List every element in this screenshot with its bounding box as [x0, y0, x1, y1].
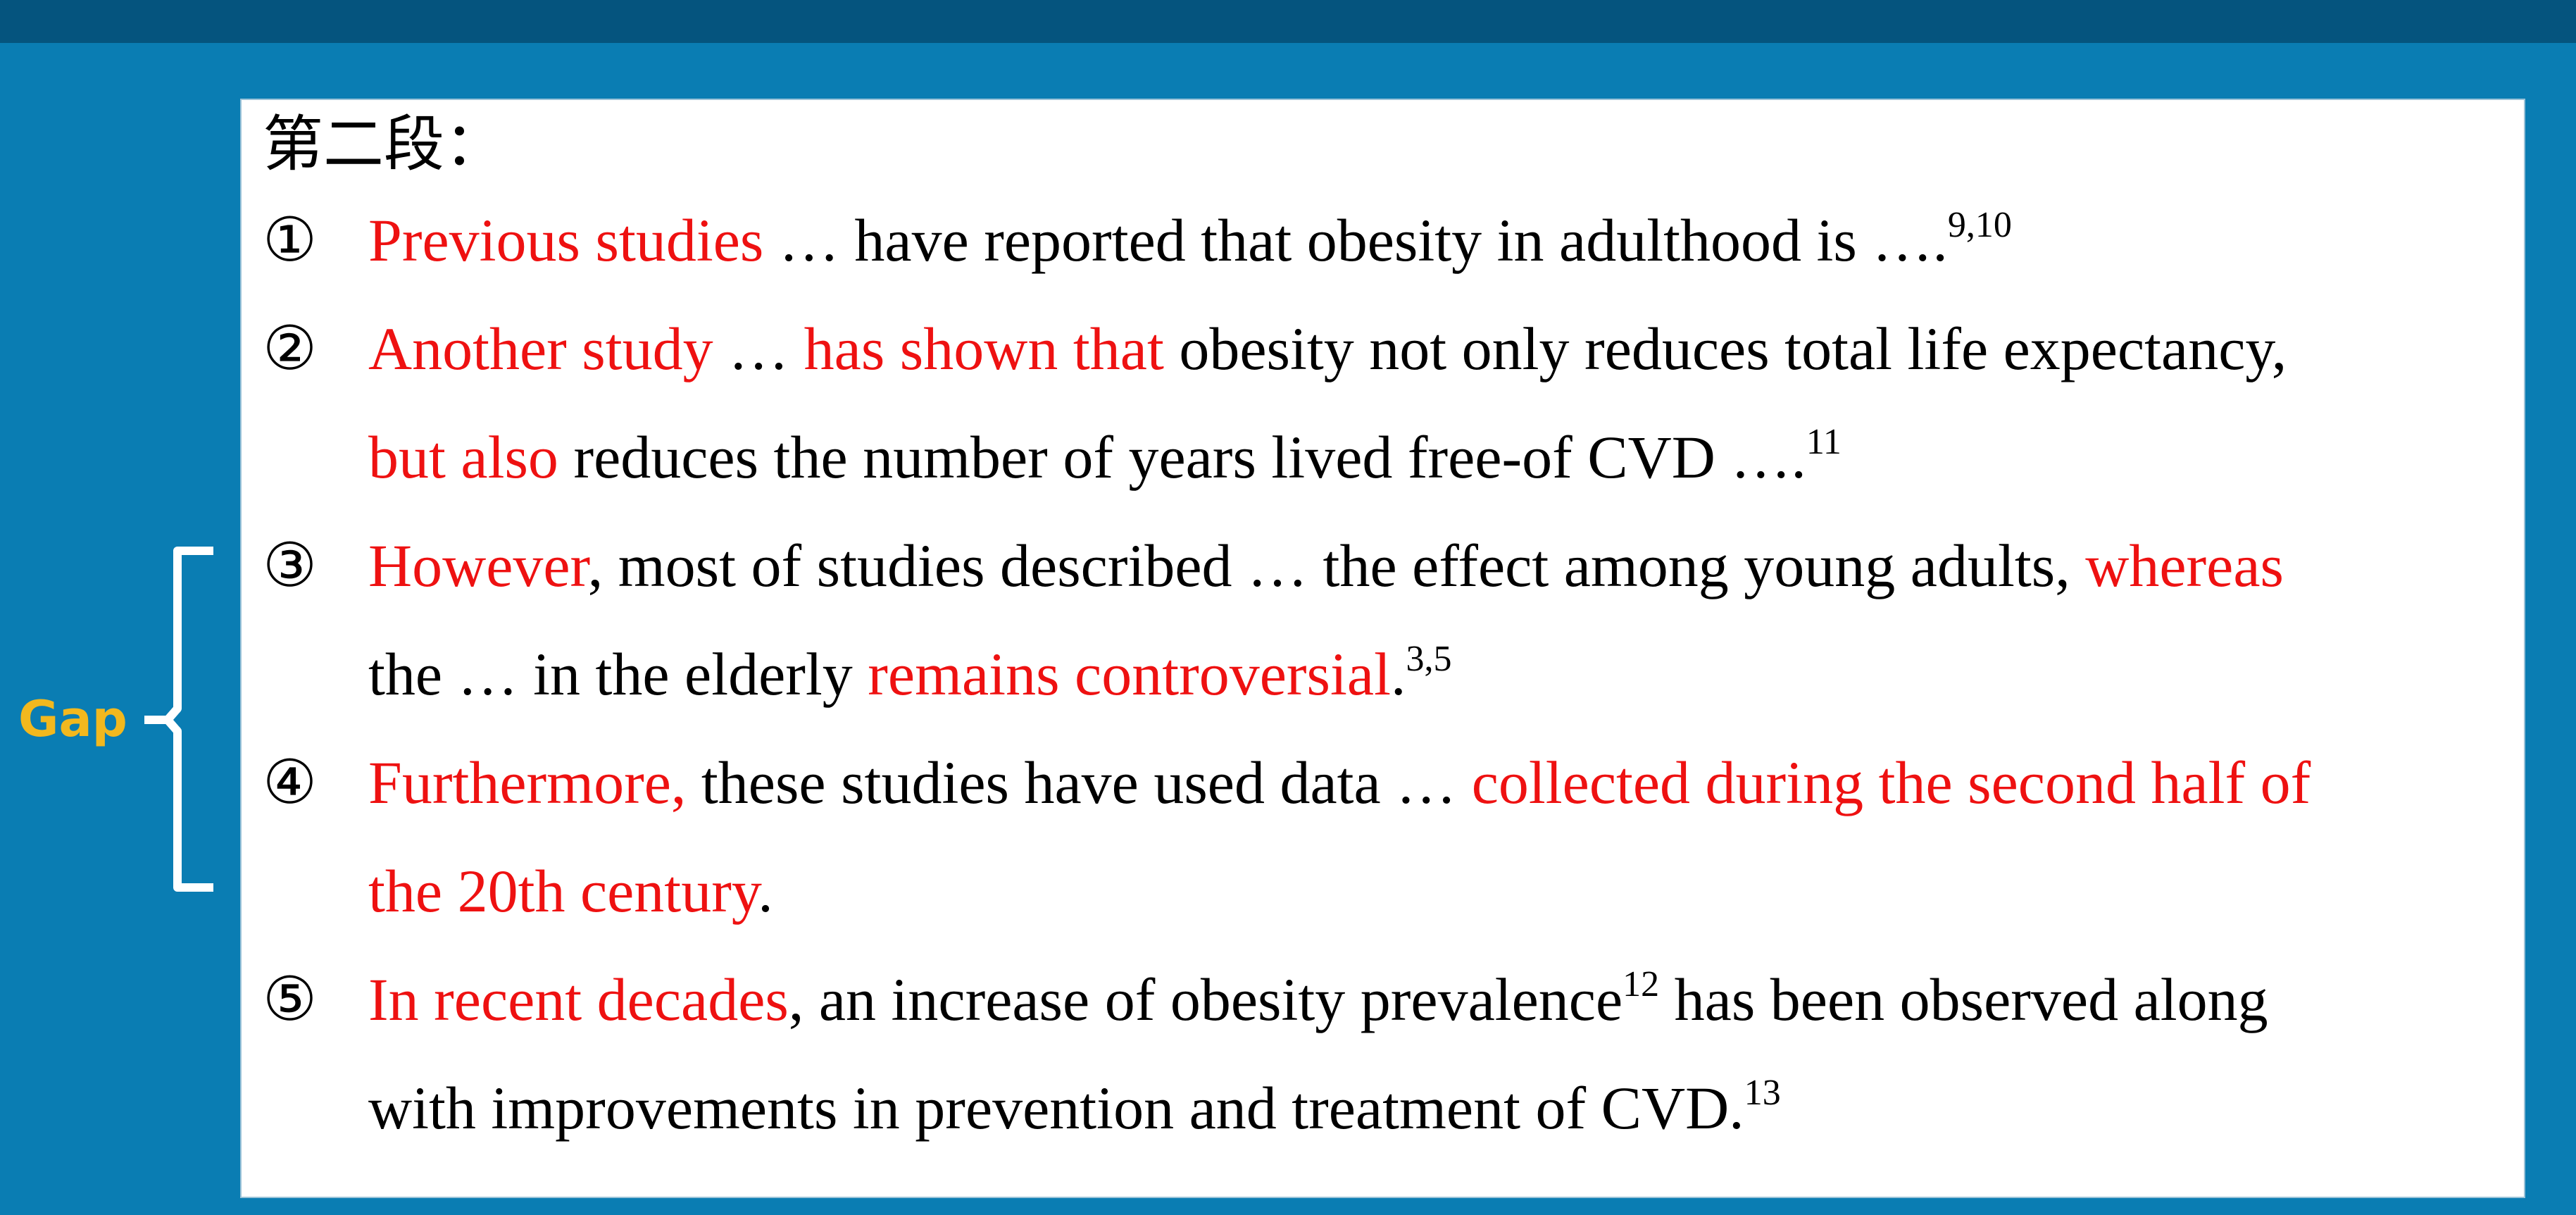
brace	[144, 547, 213, 892]
text-line: with improvements in prevention and trea…	[368, 1054, 1781, 1162]
text-run: but also	[368, 423, 558, 491]
citation: 12	[1622, 964, 1660, 1004]
text-line: However, most of studies described … the…	[368, 511, 2284, 620]
heading: 第二段：	[263, 111, 505, 178]
top-bar	[0, 0, 2576, 43]
text-line: the … in the elderly remains controversi…	[368, 620, 1451, 728]
text-line: but also reduces the number of years liv…	[368, 403, 1842, 511]
item-number: ④	[263, 749, 318, 816]
text-run: the … in the elderly	[368, 640, 868, 708]
text-run: Furthermore,	[368, 749, 687, 816]
text-box	[240, 99, 2525, 1198]
citation: 9,10	[1947, 205, 2012, 245]
item-number: ⑤	[263, 966, 318, 1033]
text-run: whereas	[2085, 532, 2284, 599]
text-line: Furthermore, these studies have used dat…	[368, 728, 2311, 837]
text-run: Another study	[368, 315, 713, 382]
text-run: .	[758, 857, 773, 925]
citation: 3,5	[1406, 639, 1452, 679]
item-number: ①	[263, 206, 318, 274]
text-run: remains controversial	[868, 640, 1391, 708]
text-run: reduces the number of years lived free-o…	[558, 423, 1806, 491]
text-run: collected during the second half of	[1471, 749, 2311, 816]
text-run: … have reported that obesity in adulthoo…	[763, 206, 1948, 274]
item-number: ③	[263, 532, 318, 599]
text-run: , an increase of obesity prevalence	[788, 966, 1623, 1033]
text-run: Previous studies	[368, 206, 764, 274]
text-run: the 20th century	[368, 857, 758, 925]
text-run: has shown that	[804, 315, 1164, 382]
text-line: In recent decades, an increase of obesit…	[368, 945, 2268, 1054]
text-line: Previous studies … have reported that ob…	[368, 186, 2012, 294]
text-line: Another study … has shown that obesity n…	[368, 294, 2287, 403]
text-run: has been observed along	[1659, 966, 2268, 1033]
citation: 13	[1744, 1073, 1781, 1113]
text-run: , most of studies described … the effect…	[587, 532, 2086, 599]
gap-label: Gap	[18, 690, 127, 748]
text-run: In recent decades	[368, 966, 789, 1033]
text-line: the 20th century.	[368, 837, 773, 945]
text-run: with improvements in prevention and trea…	[368, 1074, 1744, 1142]
text-run: However	[368, 532, 588, 599]
citation: 11	[1806, 422, 1842, 462]
text-run: these studies have used data …	[686, 749, 1472, 816]
text-run: .	[1390, 640, 1406, 708]
text-run: obesity not only reduces total life expe…	[1163, 315, 2287, 382]
item-number: ②	[263, 315, 318, 382]
text-run: …	[713, 315, 804, 382]
